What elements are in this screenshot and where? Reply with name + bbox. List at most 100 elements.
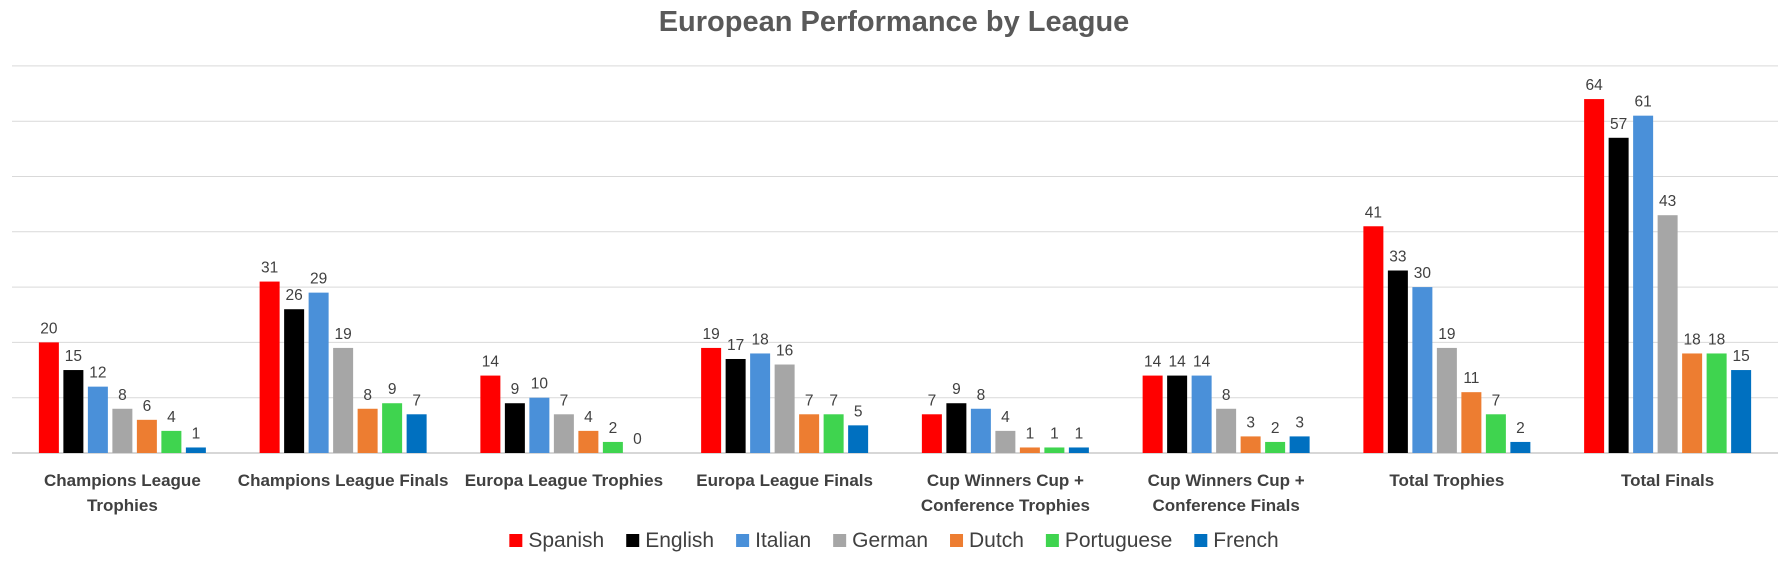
- bar-dutch-6: [1461, 392, 1482, 453]
- legend-swatch: [833, 534, 847, 547]
- data-label: 10: [531, 376, 549, 393]
- legend-item-dutch: Dutch: [950, 529, 1024, 552]
- data-label: 18: [1684, 331, 1701, 348]
- bar-french-7: [1731, 370, 1752, 453]
- data-label: 2: [1271, 420, 1280, 437]
- bar-dutch-7: [1682, 353, 1703, 453]
- bar-italian-1: [308, 292, 329, 453]
- bar-dutch-5: [1240, 436, 1261, 453]
- data-label: 31: [261, 260, 278, 277]
- chart-title: European Performance by League: [659, 6, 1130, 38]
- legend-item-portuguese: Portuguese: [1045, 529, 1172, 552]
- category-label: Trophies: [87, 496, 158, 515]
- data-label: 14: [1144, 354, 1162, 371]
- bar-portuguese-4: [1044, 447, 1065, 453]
- data-label: 12: [89, 365, 106, 382]
- bar-german-6: [1436, 347, 1457, 453]
- data-label: 41: [1365, 204, 1382, 221]
- bar-dutch-4: [1019, 447, 1040, 453]
- data-label: 18: [752, 331, 769, 348]
- bar-portuguese-7: [1706, 353, 1727, 453]
- data-label: 7: [560, 392, 569, 409]
- bar-spanish-1: [259, 281, 280, 453]
- bar-dutch-0: [136, 419, 157, 453]
- data-label: 1: [192, 425, 201, 442]
- data-label: 3: [1295, 414, 1304, 431]
- bar-french-3: [848, 425, 869, 453]
- category-label: Cup Winners Cup +: [1148, 471, 1305, 490]
- data-label: 7: [1492, 392, 1501, 409]
- category-label: Europa League Finals: [696, 471, 873, 490]
- legend-label: Dutch: [969, 529, 1024, 552]
- bar-italian-7: [1633, 115, 1654, 454]
- bar-dutch-1: [357, 408, 378, 453]
- legend-item-english: English: [626, 529, 714, 552]
- data-label: 26: [286, 287, 303, 304]
- bar-french-0: [185, 447, 206, 453]
- data-label: 1: [1026, 425, 1035, 442]
- bar-portuguese-5: [1265, 441, 1286, 453]
- data-label: 9: [388, 381, 397, 398]
- legend-swatch: [509, 534, 523, 547]
- legend-label: French: [1213, 529, 1278, 552]
- category-label: Champions League Finals: [238, 471, 449, 490]
- legend-label: Spanish: [528, 529, 604, 552]
- legend-item-italian: Italian: [736, 529, 811, 552]
- category-labels: Champions League Trophies Champions League…: [44, 471, 1714, 515]
- data-label: 8: [1222, 387, 1231, 404]
- bar-english-0: [63, 370, 84, 453]
- bar-german-5: [1216, 408, 1237, 453]
- category-label: Europa League Trophies: [465, 471, 663, 490]
- bar-spanish-4: [921, 414, 942, 453]
- bar-english-5: [1167, 375, 1188, 453]
- bar-french-6: [1510, 441, 1531, 453]
- legend-label: Italian: [755, 529, 811, 552]
- data-label: 16: [776, 343, 793, 360]
- bar-french-1: [406, 414, 427, 453]
- bar-german-2: [553, 414, 574, 453]
- bar-french-4: [1068, 447, 1089, 453]
- legend-item-german: German: [833, 529, 928, 552]
- data-label: 30: [1414, 265, 1432, 282]
- data-label: 2: [1516, 420, 1525, 437]
- bar-dutch-3: [799, 414, 820, 453]
- bar-english-3: [725, 358, 746, 453]
- bar-italian-5: [1191, 375, 1212, 453]
- legend: Spanish English Italian German Dutch Portugue…: [509, 529, 1279, 552]
- data-label: 9: [511, 381, 520, 398]
- bar-italian-2: [529, 397, 550, 453]
- bar-spanish-2: [480, 375, 501, 453]
- bar-english-2: [504, 403, 525, 453]
- data-label: 4: [1001, 409, 1010, 426]
- data-label: 15: [1733, 348, 1750, 365]
- bar-italian-4: [970, 408, 991, 453]
- data-label: 11: [1463, 370, 1479, 387]
- bar-spanish-3: [701, 347, 722, 453]
- legend-swatch: [950, 534, 964, 547]
- bar-italian-0: [87, 386, 108, 453]
- legend-item-spanish: Spanish: [509, 529, 604, 552]
- legend-label: English: [645, 529, 714, 552]
- data-label: 14: [482, 354, 500, 371]
- data-label: 20: [40, 320, 58, 337]
- data-label: 4: [167, 409, 176, 426]
- data-label: 7: [928, 392, 937, 409]
- bar-french-5: [1289, 436, 1310, 453]
- bar-portuguese-3: [823, 414, 844, 453]
- data-label: 1: [1050, 425, 1059, 442]
- data-label: 61: [1635, 94, 1652, 111]
- data-label: 9: [952, 381, 961, 398]
- legend-swatch: [736, 534, 750, 547]
- bar-german-1: [333, 347, 354, 453]
- bar-italian-6: [1412, 287, 1433, 453]
- data-label: 8: [363, 387, 372, 404]
- bar-german-4: [995, 430, 1016, 453]
- data-label: 14: [1169, 354, 1187, 371]
- data-label: 6: [143, 398, 152, 415]
- legend-label: Portuguese: [1065, 529, 1172, 552]
- data-label: 17: [727, 337, 744, 354]
- data-label: 14: [1193, 354, 1211, 371]
- bar-german-7: [1657, 215, 1678, 453]
- data-label: 19: [703, 326, 720, 343]
